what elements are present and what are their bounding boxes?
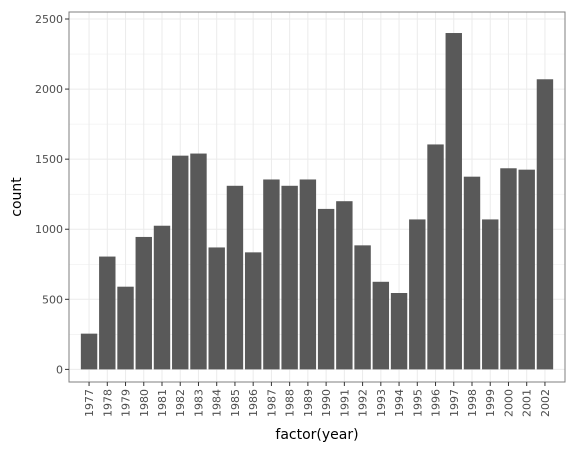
bar-1979: [117, 286, 134, 370]
y-tick-label: 0: [56, 363, 63, 376]
x-tick-label: 1979: [120, 389, 133, 417]
bar-1981: [153, 225, 171, 370]
bar-1995: [409, 219, 426, 370]
bar-1980: [135, 236, 152, 370]
x-tick-label: 1998: [466, 389, 479, 417]
bar-1984: [208, 247, 225, 370]
bar-1987: [263, 179, 280, 370]
bar-1990: [317, 208, 335, 370]
y-tick-label: 2000: [35, 83, 63, 96]
x-tick-label: 1991: [338, 389, 351, 417]
bar-1992: [354, 245, 371, 370]
x-tick-label: 1996: [430, 389, 443, 417]
y-tick-label: 2500: [35, 13, 63, 26]
y-tick-label: 1500: [35, 153, 63, 166]
bar-1999: [482, 219, 499, 370]
bar-2002: [536, 79, 554, 370]
x-axis-title: factor(year): [275, 427, 358, 443]
bar-1998: [463, 176, 481, 370]
bar-1977: [80, 333, 98, 370]
x-tick-label: 1984: [211, 389, 224, 417]
x-axis: 1977 1978 1979 1980 1981 1982 1983 1984 1985 1986…: [83, 382, 552, 417]
bar-1996: [427, 144, 444, 370]
y-tick-label: 500: [42, 293, 63, 306]
plot-panel-border: [68, 11, 566, 383]
x-tick-label: 2001: [521, 389, 534, 417]
bar-1978: [99, 256, 116, 370]
x-tick-label: 1990: [320, 389, 333, 417]
x-tick-label: 2002: [539, 389, 552, 417]
x-tick-label: 1995: [411, 389, 424, 417]
x-tick-label: 1997: [448, 389, 461, 417]
x-tick-label: 1977: [83, 389, 96, 417]
y-axis: 0 500 1000 1500 2000 2500: [35, 13, 69, 376]
x-tick-label: 1994: [393, 389, 406, 417]
x-tick-label: 1986: [247, 389, 260, 417]
x-tick-label: 1989: [302, 389, 315, 417]
x-tick-label: 2000: [502, 389, 515, 417]
bar-2000: [500, 168, 517, 370]
bar-1993: [372, 281, 390, 370]
bar-2001: [518, 169, 535, 370]
x-tick-label: 1982: [174, 389, 187, 417]
x-tick-label: 1987: [265, 389, 278, 417]
bars: [80, 33, 554, 370]
bar-1997: [445, 33, 462, 370]
x-tick-label: 1978: [101, 389, 114, 417]
x-tick-label: 1992: [357, 389, 370, 417]
y-tick-label: 1000: [35, 223, 63, 236]
bar-1982: [172, 155, 189, 370]
x-tick-label: 1983: [192, 389, 205, 417]
x-tick-label: 1985: [229, 389, 242, 417]
bar-1983: [190, 153, 207, 370]
x-tick-label: 1999: [484, 389, 497, 417]
y-axis-title: count: [9, 177, 25, 217]
x-tick-label: 1988: [284, 389, 297, 417]
bar-1994: [390, 293, 408, 370]
bar-1989: [299, 179, 317, 370]
bar-1988: [281, 185, 298, 370]
bar-1986: [244, 252, 262, 370]
x-tick-label: 1993: [375, 389, 388, 417]
bar-1985: [226, 185, 244, 370]
x-tick-label: 1981: [156, 389, 169, 417]
bar-1991: [336, 201, 353, 370]
x-tick-label: 1980: [138, 389, 151, 417]
